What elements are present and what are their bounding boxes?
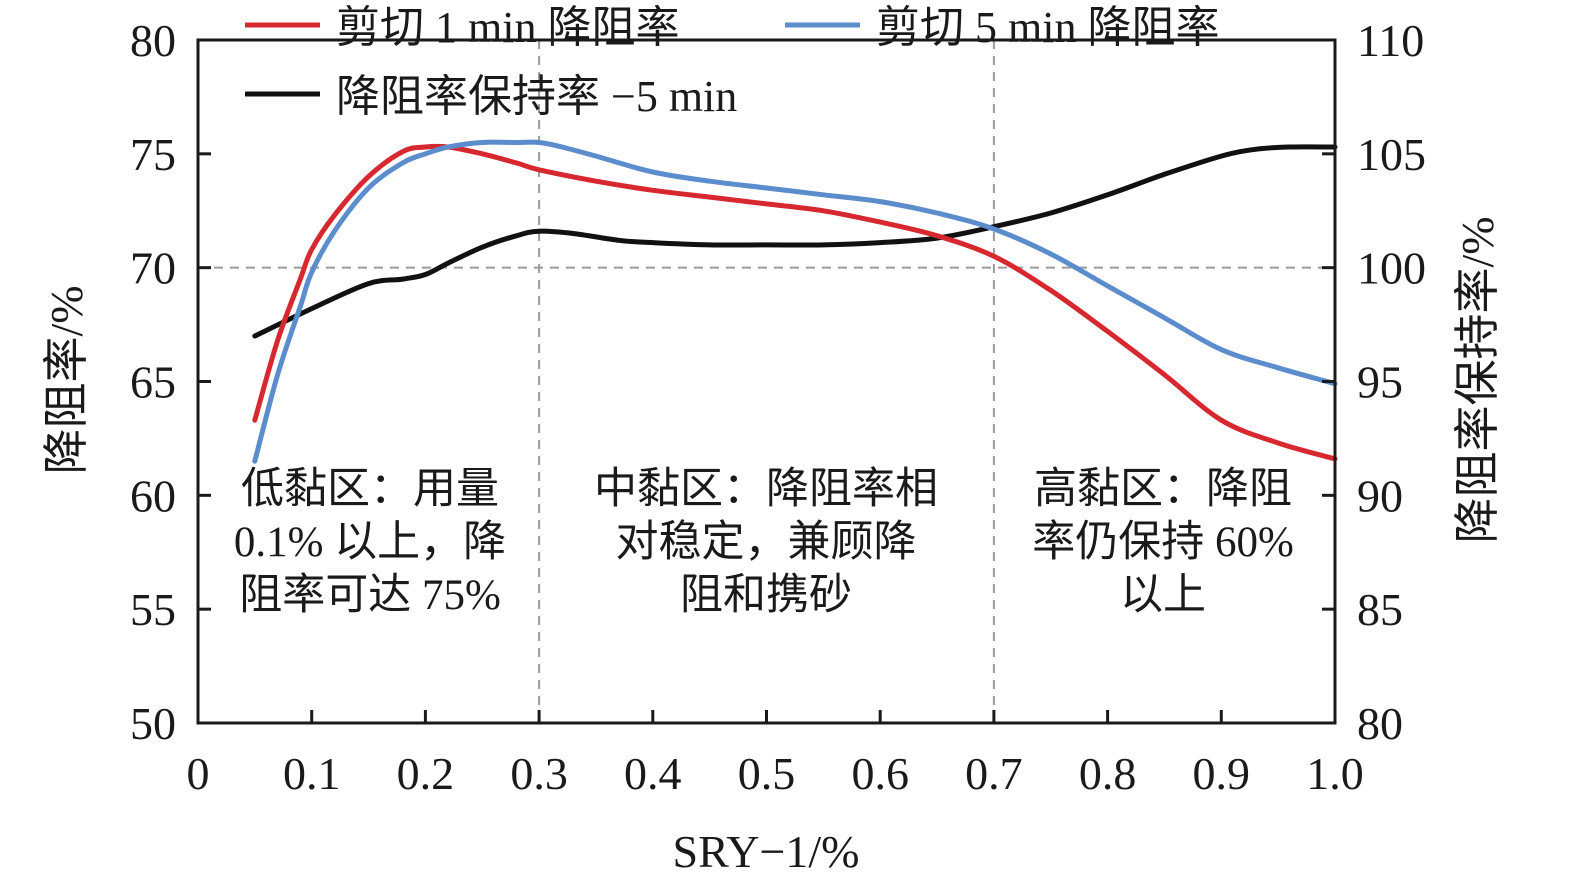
- legend-label: 剪切 1 min 降阻率: [336, 3, 679, 52]
- x-tick-label: 0: [187, 748, 210, 799]
- region-annotation-line: 阻和携砂: [680, 572, 852, 619]
- x-tick-label: 0.3: [510, 748, 568, 799]
- reference-lines: [198, 40, 1335, 723]
- region-annotation-line: 中黏区：降阻率相: [594, 465, 938, 513]
- y2-tick-label: 85: [1357, 584, 1403, 635]
- series-line-drag-reduction-1min: [252, 143, 1338, 462]
- y-tick-label: 60: [130, 470, 176, 521]
- x-tick-label: 0.4: [624, 748, 682, 799]
- y-axis-right-title: 降阻率保持率/%: [1452, 216, 1503, 543]
- plot-frame: [196, 38, 1337, 725]
- y2-tick-label: 80: [1357, 698, 1403, 749]
- y2-tick-label: 90: [1357, 470, 1403, 521]
- y-tick-label: 80: [130, 15, 176, 66]
- y-tick-label: 65: [130, 357, 176, 408]
- legend-label: 剪切 5 min 降阻率: [876, 3, 1219, 52]
- x-tick-label: 0.7: [965, 748, 1023, 799]
- region-annotation-line: 低黏区：用量: [241, 466, 499, 513]
- region-annotation-line: 高黏区：降阻: [1034, 466, 1292, 513]
- x-tick-label: 0.2: [397, 748, 455, 799]
- x-tick-label: 0.5: [738, 748, 796, 799]
- x-axis-title: SRY−1/%: [673, 826, 860, 877]
- y-axis-right-ticks: 80 85 90 95 100 105 110: [1322, 15, 1426, 749]
- legend-label: 降阻率保持率 −5 min: [336, 72, 737, 121]
- region-annotation-line: 阻率可达 75%: [239, 571, 501, 619]
- series-layer: [252, 139, 1338, 464]
- x-tick-label: 0.9: [1193, 748, 1251, 799]
- y2-tick-label: 100: [1357, 243, 1426, 294]
- y2-tick-label: 105: [1357, 129, 1426, 180]
- y-axis-left-title: 降阻率/%: [41, 285, 92, 474]
- y-tick-label: 50: [130, 698, 176, 749]
- x-tick-label: 1.0: [1306, 748, 1364, 799]
- x-tick-label: 0.8: [1079, 748, 1137, 799]
- y-tick-label: 75: [130, 129, 176, 180]
- x-tick-label: 0.1: [283, 748, 341, 799]
- series-line-drag-reduction-5min: [252, 139, 1338, 464]
- y-tick-label: 70: [130, 243, 176, 294]
- region-annotation-line: 率仍保持 60%: [1032, 518, 1294, 566]
- x-tick-label: 0.6: [851, 748, 909, 799]
- x-axis-ticks: 0 0.1 0.2 0.3 0.4 0.5 0.6 0.7 0.8 0.9 1.0: [187, 710, 1364, 799]
- region-annotation-line: 对稳定，兼顾降: [616, 518, 917, 566]
- series-line-retention-5min: [252, 144, 1338, 339]
- y-tick-label: 55: [130, 584, 176, 635]
- region-annotation-line: 以上: [1120, 572, 1206, 619]
- y2-tick-label: 95: [1357, 357, 1403, 408]
- y2-tick-label: 110: [1357, 15, 1424, 66]
- y-axis-left-ticks: 50 55 60 65 70 75 80: [130, 15, 211, 749]
- region-annotation-line: 0.1% 以上，降: [234, 519, 506, 566]
